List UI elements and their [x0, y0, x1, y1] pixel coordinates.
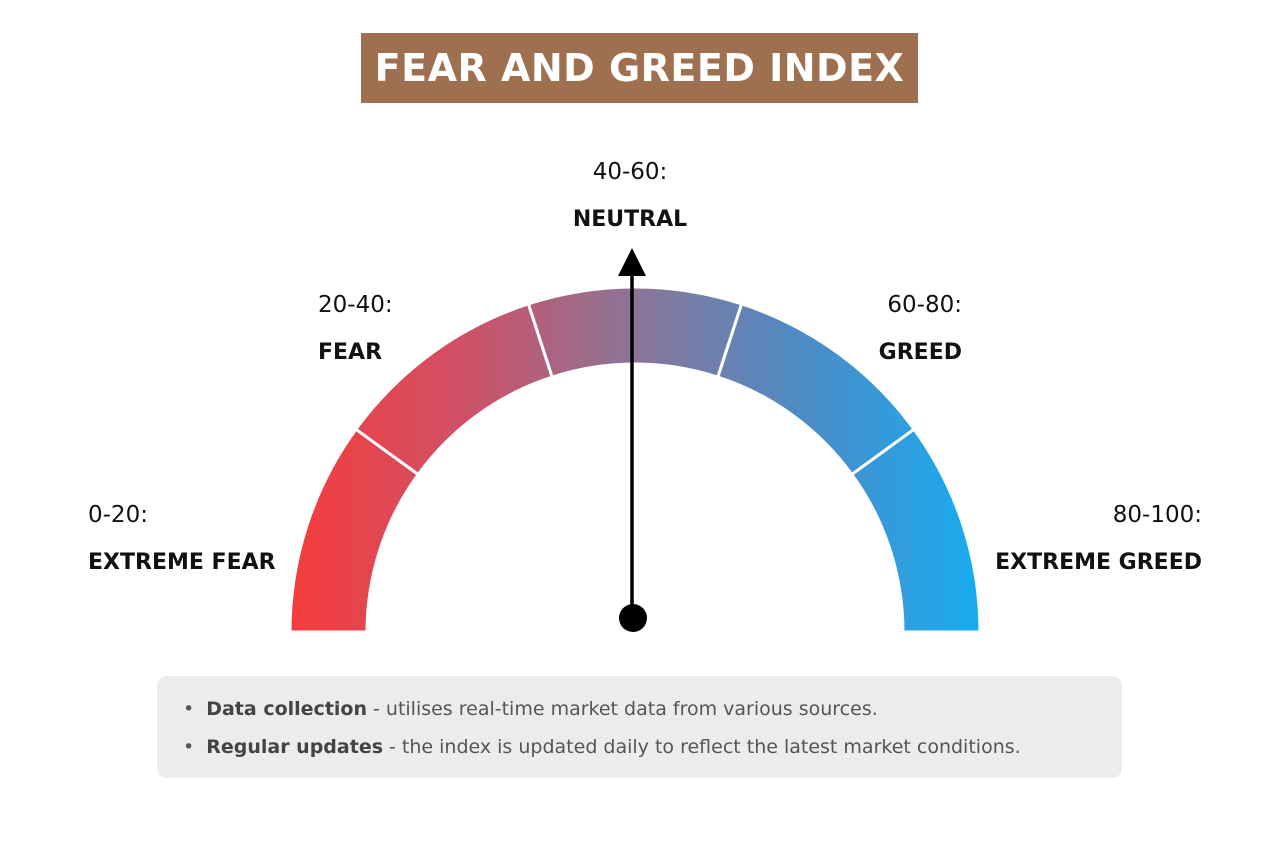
- note: • Data collection - utilises real-time mar…: [183, 698, 878, 720]
- note-text: - the index is updated daily to reflect …: [389, 736, 1021, 758]
- needle-pivot: [619, 604, 647, 632]
- gauge-segment: [849, 427, 982, 634]
- zone-range: 20-40:: [318, 292, 393, 318]
- zone-range: 40-60:: [592, 159, 668, 185]
- zone-label: GREED: [878, 340, 962, 365]
- zone: 0-20: EXTREME FEAR: [88, 491, 276, 587]
- note-term: Regular updates: [206, 736, 384, 758]
- zone-range: 60-80:: [887, 292, 962, 318]
- note-text: - utilises real-time market data from va…: [373, 698, 878, 720]
- title: FEAR AND GREED INDEX: [361, 33, 918, 103]
- zone: 80-100: EXTREME GREED: [995, 491, 1202, 587]
- zone: 20-40: FEAR: [318, 281, 393, 377]
- zone-label: FEAR: [318, 340, 383, 365]
- zone: 60-80: GREED: [879, 281, 962, 377]
- zone-range: 0-20:: [88, 502, 148, 528]
- zone: 40-60: NEUTRAL: [530, 148, 730, 244]
- zone-label: EXTREME FEAR: [88, 550, 276, 575]
- zone-label: NEUTRAL: [572, 207, 688, 232]
- gauge-segment: [526, 285, 744, 380]
- note: • Regular updates - the index is updated d…: [183, 736, 1021, 758]
- note-term: Data collection: [206, 698, 367, 720]
- zone-range: 80-100:: [1112, 502, 1202, 528]
- notes-box: • Data collection - utilises real-time mar…: [157, 676, 1122, 778]
- zone-label: EXTREME GREED: [995, 550, 1202, 575]
